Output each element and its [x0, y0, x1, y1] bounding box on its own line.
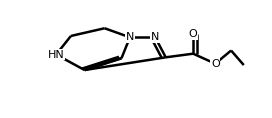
Text: O: O	[211, 59, 220, 69]
Text: N: N	[151, 32, 159, 42]
Text: O: O	[189, 29, 197, 39]
Text: HN: HN	[48, 50, 64, 60]
Text: N: N	[126, 32, 134, 42]
